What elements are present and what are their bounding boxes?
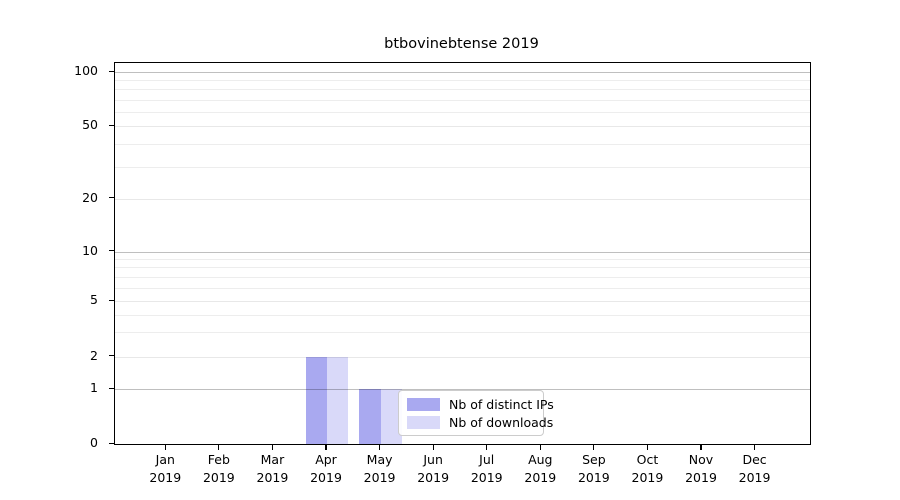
legend-swatch-distinct-ips	[407, 398, 440, 412]
legend-item-distinct-ips: Nb of distinct IPs	[407, 396, 554, 413]
x-tick-mark	[432, 444, 434, 450]
x-tick-label-jul: Jul 2019	[470, 452, 503, 485]
y-tick-label-0: 0	[90, 435, 98, 451]
x-tick-label-may: May 2019	[363, 452, 396, 485]
y-tick-mark	[109, 197, 114, 199]
x-tick-label-apr: Apr 2019	[310, 452, 342, 485]
bar-apr-downloads	[327, 356, 349, 445]
y-tick-label-2: 2	[90, 347, 98, 363]
x-tick-label-mar: Mar 2019	[256, 452, 289, 485]
plot-area: Nb of distinct IPs Nb of downloads	[114, 62, 811, 445]
x-tick-mark	[753, 444, 756, 450]
bars-layer	[115, 63, 810, 445]
x-tick-mark	[486, 444, 488, 450]
y-tick-mark	[109, 250, 114, 252]
x-tick-mark	[700, 444, 702, 450]
y-tick-mark	[109, 387, 114, 389]
y-tick-label-20: 20	[82, 189, 98, 205]
y-tick-mark	[109, 355, 114, 357]
x-tick-label-oct: Oct 2019	[631, 452, 664, 485]
x-tick-mark	[539, 444, 541, 450]
x-tick-mark	[646, 444, 649, 450]
x-tick-mark	[325, 444, 327, 450]
x-tick-label-dec: Dec 2019	[738, 452, 771, 485]
legend-label-distinct-ips: Nb of distinct IPs	[449, 397, 554, 413]
x-tick-mark	[271, 444, 274, 450]
legend-label-downloads: Nb of downloads	[449, 414, 554, 430]
legend: Nb of distinct IPs Nb of downloads	[398, 390, 554, 436]
chart-title: btbovinebtense 2019	[384, 36, 539, 52]
legend-item-downloads: Nb of downloads	[407, 414, 553, 431]
x-tick-label-feb: Feb 2019	[202, 452, 235, 485]
y-tick-mark	[109, 299, 114, 301]
x-tick-mark	[218, 444, 220, 450]
y-tick-label-10: 10	[82, 242, 98, 258]
y-tick-label-1: 1	[90, 380, 98, 396]
legend-swatch-downloads	[407, 415, 440, 429]
x-tick-mark	[593, 444, 595, 450]
y-tick-mark	[109, 442, 114, 444]
y-tick-label-50: 50	[82, 117, 98, 132]
x-tick-label-aug: Aug 2019	[524, 452, 557, 485]
x-tick-mark	[378, 444, 381, 450]
x-tick-label-jun: Jun 2019	[417, 452, 450, 485]
bar-may-distinct-ips	[359, 389, 381, 445]
y-tick-mark	[109, 70, 114, 72]
bar-apr-distinct-ips	[305, 356, 327, 445]
bar-may-downloads	[380, 389, 402, 445]
x-tick-label-jan: Jan 2019	[149, 452, 182, 485]
x-tick-label-nov: Nov 2019	[685, 452, 717, 485]
x-tick-mark	[164, 444, 166, 450]
y-tick-mark	[109, 124, 114, 126]
x-tick-label-sep: Sep 2019	[577, 452, 610, 485]
y-tick-label-5: 5	[90, 292, 98, 307]
y-tick-label-100: 100	[74, 63, 98, 78]
